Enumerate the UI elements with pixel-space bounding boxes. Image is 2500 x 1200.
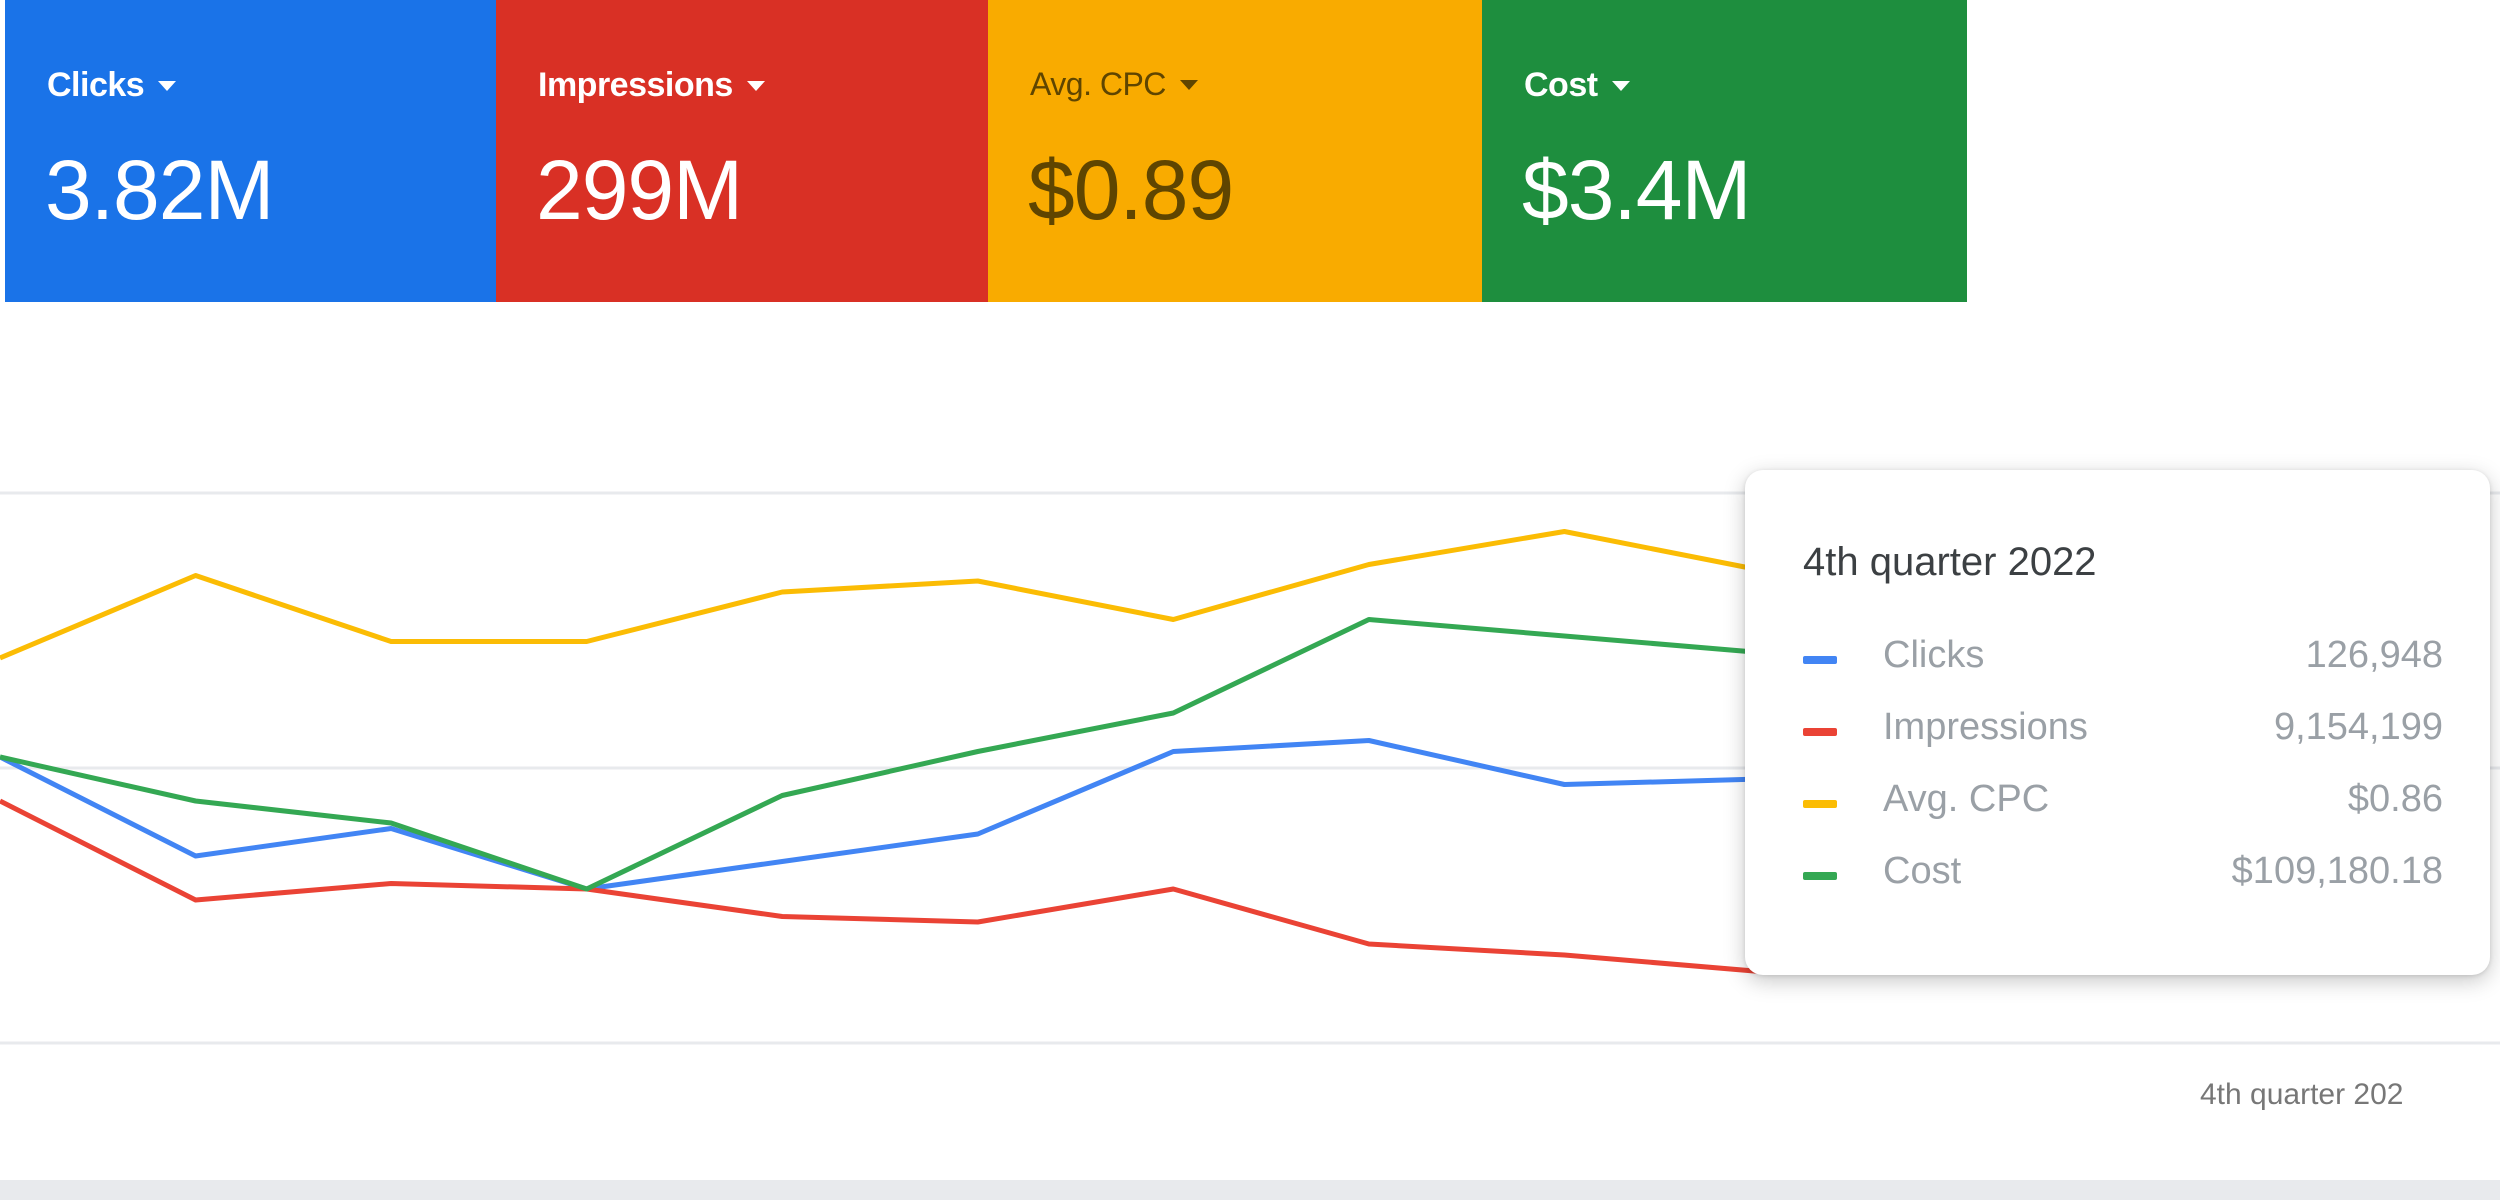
tooltip-series-value: $109,180.18	[2231, 850, 2443, 892]
tooltip-row-impressions: Impressions 9,154,199	[1803, 706, 2443, 756]
scorecard-label: Cost	[1524, 66, 1598, 104]
scorecard-cost[interactable]: Cost $3.4M	[1482, 0, 1967, 302]
tooltip-series-value: 126,948	[2305, 634, 2443, 676]
scorecard-value: 299M	[536, 143, 743, 237]
series-line-clicks	[0, 738, 1761, 892]
tooltip-series-name: Impressions	[1883, 706, 2088, 748]
tooltip-row-cost: Cost $109,180.18	[1803, 850, 2443, 900]
horizontal-scrollbar[interactable]	[0, 1180, 2500, 1200]
tooltip-series-name: Clicks	[1883, 634, 1985, 676]
scorecard-row: Clicks 3.82M Impressions 299M Avg. CPC $…	[5, 0, 1967, 302]
scorecard-value: $3.4M	[1522, 143, 1751, 237]
tooltip-series-value: $0.86	[2347, 778, 2443, 820]
scorecard-label: Avg. CPC	[1030, 66, 1166, 102]
scorecard-impressions[interactable]: Impressions 299M	[496, 0, 988, 302]
x-axis-label: 4th quarter 202	[2200, 1078, 2404, 1111]
series-swatch	[1803, 728, 1837, 736]
tooltip-series-value: 9,154,199	[2273, 706, 2443, 748]
chart-tooltip: 4th quarter 2022 Clicks 126,948 Impressi…	[1745, 470, 2490, 975]
scorecard-clicks-header: Clicks	[47, 66, 177, 105]
scorecard-value: $0.89	[1028, 143, 1234, 237]
dropdown-caret-icon[interactable]	[1611, 80, 1630, 91]
tooltip-series-name: Cost	[1883, 850, 1962, 892]
scorecard-avg-cpc-header: Avg. CPC	[1030, 66, 1198, 103]
tooltip-row-avg-cpc: Avg. CPC $0.86	[1803, 778, 2443, 828]
tooltip-series-name: Avg. CPC	[1883, 778, 2050, 820]
scorecard-clicks[interactable]: Clicks 3.82M	[5, 0, 496, 302]
series-swatch	[1803, 800, 1837, 808]
scorecard-label: Clicks	[47, 66, 145, 104]
series-line-impressions	[0, 798, 1761, 974]
series-swatch	[1803, 872, 1837, 880]
scorecard-avg-cpc[interactable]: Avg. CPC $0.89	[988, 0, 1482, 302]
series-line-avg-cpc	[0, 529, 1761, 661]
series-line-cost	[0, 617, 1761, 892]
dropdown-caret-icon[interactable]	[1179, 79, 1198, 90]
dropdown-caret-icon[interactable]	[746, 80, 765, 91]
scorecard-value: 3.82M	[45, 143, 274, 237]
series-swatch	[1803, 656, 1837, 664]
tooltip-row-clicks: Clicks 126,948	[1803, 634, 2443, 684]
scorecard-label: Impressions	[538, 66, 733, 104]
scorecard-impressions-header: Impressions	[538, 66, 765, 105]
series-layer	[0, 529, 1761, 974]
dropdown-caret-icon[interactable]	[158, 80, 177, 91]
scorecard-cost-header: Cost	[1524, 66, 1630, 105]
tooltip-title: 4th quarter 2022	[1803, 540, 2097, 584]
